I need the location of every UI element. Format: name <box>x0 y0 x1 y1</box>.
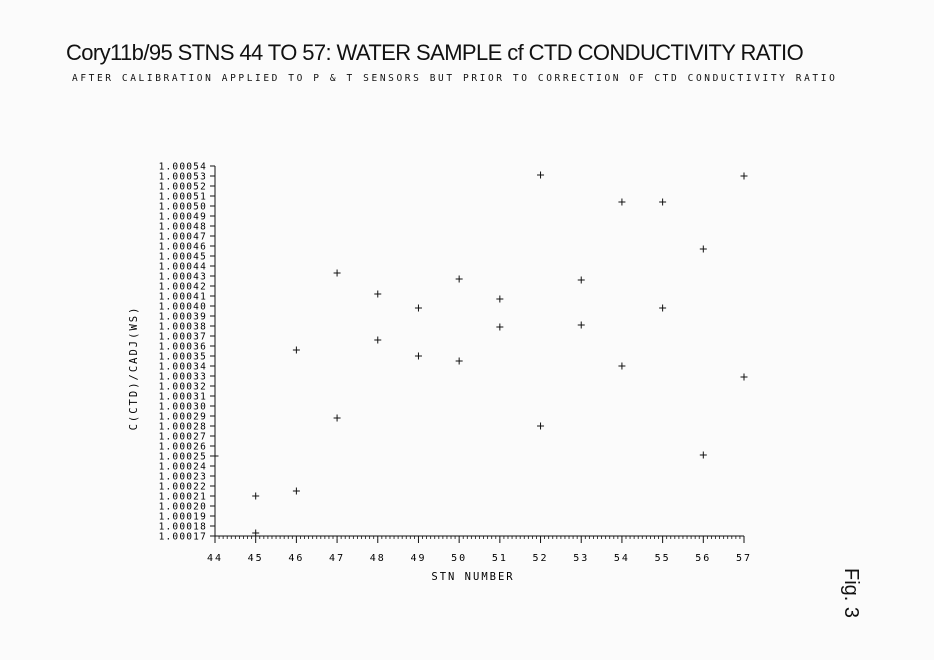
y-tick-label: 1.00037 <box>159 332 207 343</box>
y-tick-label: 1.00021 <box>159 492 207 503</box>
y-tick-label: 1.00030 <box>159 402 207 413</box>
y-tick-label: 1.00024 <box>159 462 207 473</box>
x-tick-label: 54 <box>614 553 630 564</box>
y-tick-label: 1.00052 <box>159 182 207 193</box>
x-tick-label: 53 <box>573 553 589 564</box>
data-point <box>333 414 341 422</box>
y-tick-label: 1.00028 <box>159 422 207 433</box>
x-tick-label: 50 <box>451 553 467 564</box>
axes <box>214 166 744 537</box>
data-point <box>292 487 300 495</box>
y-tick-label: 1.00051 <box>159 192 207 203</box>
data-point <box>659 304 667 312</box>
data-point <box>252 529 260 537</box>
y-tick-label: 1.00049 <box>159 212 207 223</box>
y-tick-label: 1.00023 <box>159 472 207 483</box>
data-point <box>455 357 463 365</box>
y-tick-label: 1.00018 <box>159 522 207 533</box>
data-point <box>618 362 626 370</box>
y-tick-label: 1.00035 <box>159 352 207 363</box>
data-point <box>577 276 585 284</box>
x-axis-label: STN NUMBER <box>431 571 514 583</box>
data-point <box>292 346 300 354</box>
data-point <box>333 269 341 277</box>
y-tick-label: 1.00054 <box>159 162 207 173</box>
y-tick-label: 1.00029 <box>159 412 207 423</box>
data-point <box>740 373 748 381</box>
y-tick-label: 1.00020 <box>159 502 207 513</box>
y-tick-label: 1.00031 <box>159 392 207 403</box>
data-point <box>496 323 504 331</box>
x-tick-label: 49 <box>410 553 426 564</box>
x-tick-label: 47 <box>329 553 345 564</box>
data-point <box>537 171 545 179</box>
data-point <box>252 492 260 500</box>
y-tick-label: 1.00042 <box>159 282 207 293</box>
x-tick-label: 55 <box>655 553 671 564</box>
y-tick-label: 1.00027 <box>159 432 207 443</box>
x-tick-label: 45 <box>248 553 264 564</box>
data-point <box>699 451 707 459</box>
y-tick-label: 1.00025 <box>159 452 207 463</box>
data-point <box>414 352 422 360</box>
y-tick-label: 1.00045 <box>159 252 207 263</box>
y-tick-label: 1.00040 <box>159 302 207 313</box>
data-point <box>496 295 504 303</box>
y-tick-label: 1.00046 <box>159 242 207 253</box>
x-tick-label: 56 <box>695 553 711 564</box>
y-tick-label: 1.00041 <box>159 292 207 303</box>
chart-subtitle: AFTER CALIBRATION APPLIED TO P & T SENSO… <box>72 73 838 84</box>
y-tick-label: 1.00019 <box>159 512 207 523</box>
y-axis-label: C(CTD)/CADJ(WS) <box>128 306 140 431</box>
y-tick-label: 1.00038 <box>159 322 207 333</box>
y-tick-label: 1.00043 <box>159 272 207 283</box>
x-tick-label: 44 <box>207 553 223 564</box>
x-tick-label: 48 <box>370 553 386 564</box>
y-tick-label: 1.00036 <box>159 342 207 353</box>
y-tick-label: 1.00032 <box>159 382 207 393</box>
y-axis-ticks: 1.000171.000181.000191.000201.000211.000… <box>159 162 215 543</box>
y-tick-label: 1.00034 <box>159 362 207 373</box>
y-tick-label: 1.00050 <box>159 202 207 213</box>
y-tick-label: 1.00026 <box>159 442 207 453</box>
x-tick-label: 52 <box>533 553 549 564</box>
data-point <box>374 290 382 298</box>
data-point <box>537 422 545 430</box>
y-tick-label: 1.00022 <box>159 482 207 493</box>
data-point <box>740 172 748 180</box>
data-point <box>659 198 667 206</box>
data-point <box>374 336 382 344</box>
data-point <box>414 304 422 312</box>
data-point <box>577 321 585 329</box>
y-tick-label: 1.00033 <box>159 372 207 383</box>
x-axis-ticks: 44 45 46 47 48 49 50 51 52 53 54 55 56 57 <box>207 536 752 564</box>
data-point <box>211 452 219 460</box>
y-tick-label: 1.00039 <box>159 312 207 323</box>
x-tick-label: 57 <box>736 553 752 564</box>
x-tick-label: 51 <box>492 553 508 564</box>
y-tick-label: 1.00048 <box>159 222 207 233</box>
y-tick-label: 1.00017 <box>159 532 207 543</box>
y-tick-label: 1.00047 <box>159 232 207 243</box>
x-tick-label: 46 <box>288 553 304 564</box>
data-point <box>618 198 626 206</box>
data-points <box>211 171 748 537</box>
y-tick-label: 1.00053 <box>159 172 207 183</box>
data-point <box>699 245 707 253</box>
y-tick-label: 1.00044 <box>159 262 207 273</box>
data-point <box>455 275 463 283</box>
chart-title: Cory11b/95 STNS 44 TO 57: WATER SAMPLE c… <box>66 40 804 65</box>
